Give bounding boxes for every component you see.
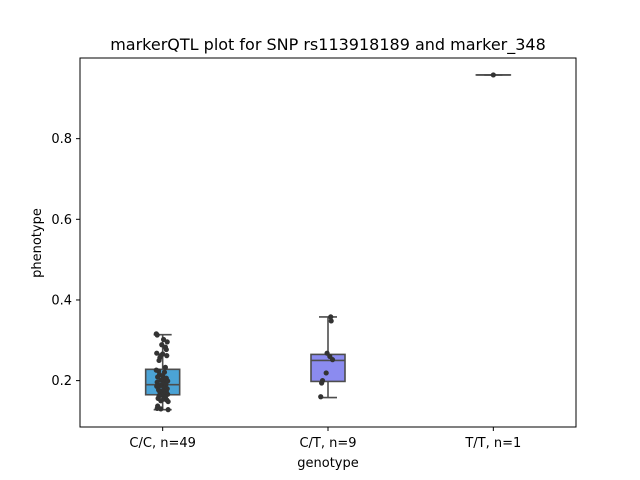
iqr-box	[310, 353, 346, 383]
data-point	[319, 380, 325, 386]
y-tick-label: 0.4	[51, 293, 72, 308]
data-point	[154, 350, 160, 356]
x-tick-label: C/T, n=9	[299, 436, 356, 451]
data-point	[164, 339, 170, 345]
data-point	[163, 346, 169, 353]
data-point	[490, 72, 496, 78]
data-point	[154, 379, 160, 385]
data-point	[323, 370, 329, 376]
chart-title: markerQTL plot for SNP rs113918189 and m…	[110, 35, 546, 55]
y-tick-label: 0.6	[51, 213, 72, 228]
axis-layer: 0.2 0.4 0.6 0.8 C/C, n=49 C/T, n=9 T/T, n=1	[51, 132, 521, 451]
data-point	[156, 357, 162, 364]
data-point	[165, 407, 171, 413]
data-point	[158, 398, 164, 404]
data-point	[155, 374, 161, 380]
x-tick-label: C/C, n=49	[129, 436, 195, 451]
data-point	[164, 353, 170, 359]
x-tick-label: T/T, n=1	[464, 436, 521, 451]
data-point	[329, 357, 336, 363]
plot-layer	[144, 72, 512, 413]
data-point	[154, 332, 160, 338]
data-point	[328, 314, 334, 320]
box-group	[475, 72, 512, 78]
data-point	[318, 394, 324, 400]
box-group	[310, 314, 346, 400]
data-point	[162, 364, 168, 370]
data-point	[165, 398, 171, 405]
data-point	[158, 406, 164, 412]
y-tick-label: 0.2	[51, 374, 72, 389]
y-tick-label: 0.8	[51, 132, 72, 147]
y-axis-label: phenotype	[30, 208, 45, 278]
box-group	[144, 331, 181, 413]
data-point	[328, 318, 334, 324]
x-axis-label: genotype	[297, 456, 358, 471]
